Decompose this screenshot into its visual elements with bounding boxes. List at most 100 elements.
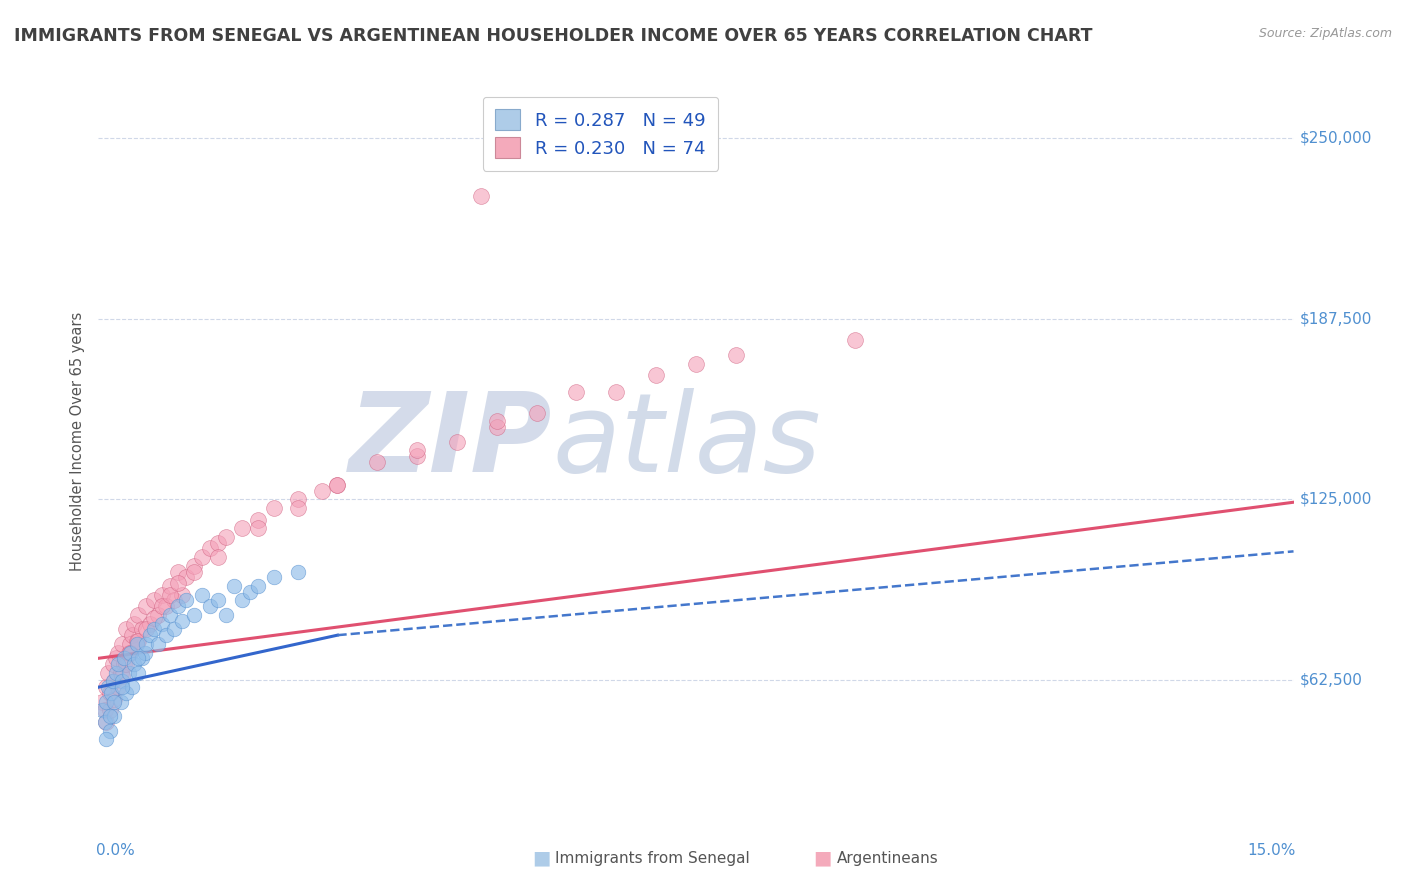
Point [121,628,143,642]
Point [207,550,229,565]
Point [198,599,221,614]
Point [115,657,138,671]
Point [118,665,141,680]
Point [100,686,122,700]
Point [326,478,349,492]
Point [685,357,707,371]
Point [111,674,134,689]
Text: 15.0%: 15.0% [1247,843,1296,857]
Point [183,558,205,573]
Point [127,607,149,622]
Point [120,646,142,660]
Point [150,588,173,602]
Point [103,691,125,706]
Point [207,535,229,549]
Text: $62,500: $62,500 [1299,673,1362,688]
Point [135,637,157,651]
Point [135,599,157,614]
Point [167,576,190,591]
Point [191,550,214,565]
Point [246,579,269,593]
Point [98,703,122,717]
Point [183,565,205,579]
Point [98,723,121,738]
Point [124,616,146,631]
Point [125,637,148,651]
Point [107,646,129,660]
Point [131,651,153,665]
Point [96,695,118,709]
Point [91,703,114,717]
Point [311,483,333,498]
Point [406,449,429,463]
Point [526,406,548,420]
Point [127,651,149,665]
Point [148,637,170,651]
Point [124,657,146,671]
Point [246,512,269,526]
Point [565,385,588,400]
Point [263,501,285,516]
Point [198,541,221,556]
Point [111,668,134,682]
Point [222,579,245,593]
Point [150,616,173,631]
Point [150,599,173,614]
Point [104,665,127,680]
Point [844,334,866,348]
Point [111,680,134,694]
Point [96,732,118,747]
Point [605,385,627,400]
Point [139,616,162,631]
Text: Immigrants from Senegal: Immigrants from Senegal [555,851,751,865]
Point [155,599,177,614]
Point [470,189,492,203]
Point [118,646,141,660]
Point [143,623,166,637]
Point [104,651,127,665]
Point [110,665,132,680]
Point [239,584,262,599]
Point [215,530,238,544]
Point [159,588,181,602]
Point [97,680,120,694]
Point [101,657,124,671]
Point [485,420,508,434]
Point [112,657,135,671]
Point [207,593,229,607]
Point [110,695,132,709]
Legend: R = 0.287   N = 49, R = 0.230   N = 74: R = 0.287 N = 49, R = 0.230 N = 74 [482,96,718,170]
Text: $187,500: $187,500 [1299,311,1372,326]
Point [167,565,190,579]
Point [125,634,148,648]
Point [246,521,269,535]
Text: $125,000: $125,000 [1299,491,1372,507]
Point [94,714,117,729]
Point [645,368,668,382]
Point [103,695,125,709]
Point [103,674,125,689]
Point [174,570,197,584]
Point [174,593,197,607]
Text: Source: ZipAtlas.com: Source: ZipAtlas.com [1258,27,1392,40]
Point [112,651,135,665]
Point [191,588,214,602]
Point [107,657,129,671]
Point [111,637,134,651]
Point [103,709,125,723]
Text: IMMIGRANTS FROM SENEGAL VS ARGENTINEAN HOUSEHOLDER INCOME OVER 65 YEARS CORRELAT: IMMIGRANTS FROM SENEGAL VS ARGENTINEAN H… [14,27,1092,45]
Point [485,414,508,428]
Point [215,607,238,622]
Point [127,665,149,680]
Point [287,565,309,579]
Point [231,593,253,607]
Point [231,521,253,535]
Point [183,607,205,622]
Text: atlas: atlas [553,388,821,495]
Point [115,623,138,637]
Point [134,646,156,660]
Point [94,703,117,717]
Point [159,607,181,622]
Point [366,455,388,469]
Text: ■: ■ [531,848,551,868]
